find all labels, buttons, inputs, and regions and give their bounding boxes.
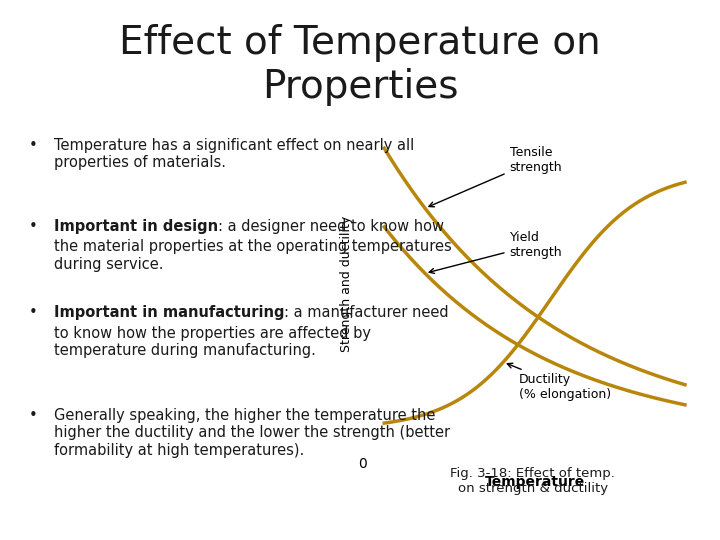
Text: Important in design: Important in design: [54, 219, 218, 234]
Text: •: •: [29, 138, 37, 153]
Text: Important in manufacturing: Important in manufacturing: [54, 305, 284, 320]
Text: : a manufacturer need: : a manufacturer need: [284, 305, 449, 320]
Text: Generally speaking, the higher the temperature the
higher the ductility and the : Generally speaking, the higher the tempe…: [54, 408, 450, 457]
Text: Ductility
(% elongation): Ductility (% elongation): [508, 363, 611, 401]
Text: •: •: [29, 305, 37, 320]
Text: Tensile
strength: Tensile strength: [429, 146, 562, 207]
Text: Temperature: Temperature: [485, 475, 585, 489]
Text: Yield
strength: Yield strength: [429, 231, 562, 273]
Text: Temperature has a significant effect on nearly all
properties of materials.: Temperature has a significant effect on …: [54, 138, 414, 170]
Text: to know how the properties are affected by
temperature during manufacturing.: to know how the properties are affected …: [54, 326, 371, 358]
Text: Fig. 3-18: Effect of temp.
on strength & ductility: Fig. 3-18: Effect of temp. on strength &…: [451, 467, 615, 495]
Text: •: •: [29, 219, 37, 234]
Text: : a designer need to know how: : a designer need to know how: [218, 219, 444, 234]
Text: the material properties at the operating temperatures
during service.: the material properties at the operating…: [54, 239, 451, 272]
Text: Effect of Temperature on
Properties: Effect of Temperature on Properties: [120, 24, 600, 106]
Text: 0: 0: [359, 457, 367, 471]
Text: •: •: [29, 408, 37, 423]
Text: Strength and ductility: Strength and ductility: [340, 215, 354, 352]
